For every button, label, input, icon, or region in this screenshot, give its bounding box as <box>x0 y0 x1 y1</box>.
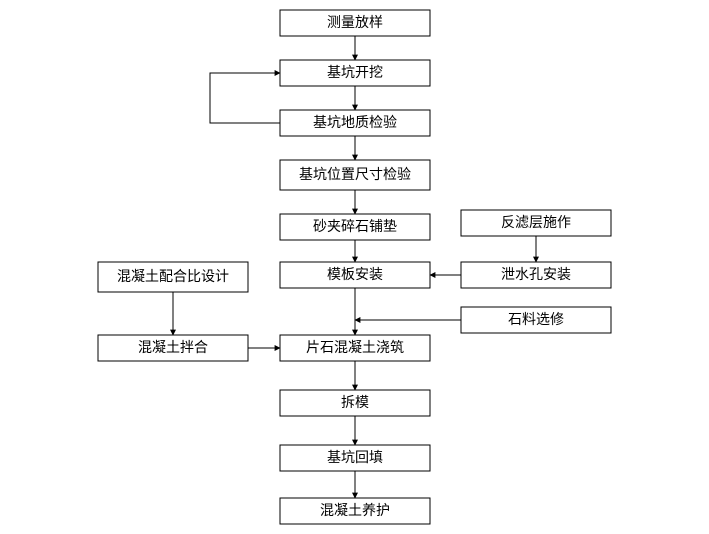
flowchart-canvas: 测量放样基坑开挖基坑地质检验基坑位置尺寸检验砂夹碎石铺垫模板安装片石混凝土浇筑拆… <box>0 0 709 534</box>
node-n6: 模板安装 <box>280 262 430 288</box>
node-label-n8: 拆模 <box>341 395 369 411</box>
node-label-l2: 混凝土拌合 <box>138 340 208 356</box>
node-label-r3: 石料选修 <box>508 312 564 328</box>
node-n1: 测量放样 <box>280 10 430 36</box>
node-r2: 泄水孔安装 <box>461 262 611 288</box>
node-label-n4: 基坑位置尺寸检验 <box>299 166 411 183</box>
node-label-n10: 混凝土养护 <box>320 503 390 519</box>
node-n2: 基坑开挖 <box>280 60 430 86</box>
node-r3: 石料选修 <box>461 307 611 333</box>
node-n3: 基坑地质检验 <box>280 110 430 136</box>
node-label-n2: 基坑开挖 <box>327 64 383 81</box>
edge-loop-n3-n2 <box>210 73 280 123</box>
node-label-l1: 混凝土配合比设计 <box>117 269 229 285</box>
node-n10: 混凝土养护 <box>280 498 430 524</box>
node-n5: 砂夹碎石铺垫 <box>280 214 430 240</box>
node-n7: 片石混凝土浇筑 <box>280 335 430 361</box>
node-n8: 拆模 <box>280 390 430 416</box>
node-l1: 混凝土配合比设计 <box>98 262 248 292</box>
node-label-r1: 反滤层施作 <box>501 215 571 231</box>
node-label-n5: 砂夹碎石铺垫 <box>313 219 397 235</box>
node-label-n1: 测量放样 <box>327 15 383 31</box>
node-l2: 混凝土拌合 <box>98 335 248 361</box>
node-n4: 基坑位置尺寸检验 <box>280 160 430 190</box>
node-label-r2: 泄水孔安装 <box>501 267 571 283</box>
node-label-n6: 模板安装 <box>327 267 383 283</box>
node-r1: 反滤层施作 <box>461 210 611 236</box>
node-n9: 基坑回填 <box>280 445 430 471</box>
node-label-n9: 基坑回填 <box>327 449 383 466</box>
node-label-n7: 片石混凝土浇筑 <box>306 340 404 356</box>
node-label-n3: 基坑地质检验 <box>313 114 397 131</box>
